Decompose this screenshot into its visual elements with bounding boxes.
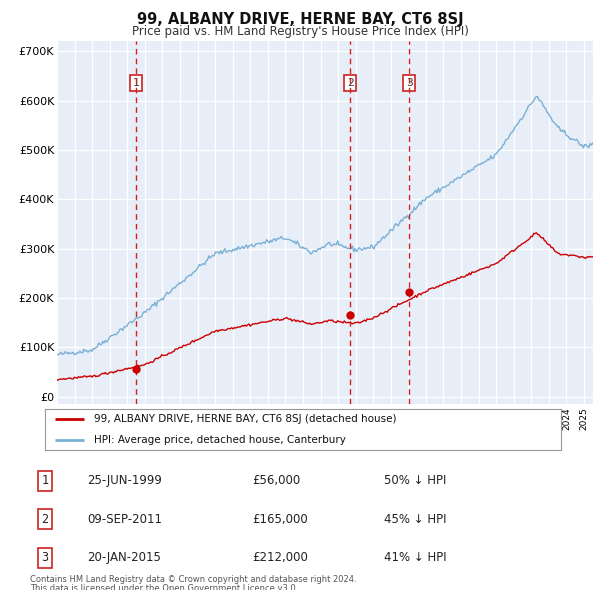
Text: 3: 3 <box>406 78 413 88</box>
Text: 2: 2 <box>347 78 353 88</box>
Text: £56,000: £56,000 <box>252 474 300 487</box>
Text: 45% ↓ HPI: 45% ↓ HPI <box>384 513 446 526</box>
Text: 99, ALBANY DRIVE, HERNE BAY, CT6 8SJ (detached house): 99, ALBANY DRIVE, HERNE BAY, CT6 8SJ (de… <box>94 414 397 424</box>
Text: Price paid vs. HM Land Registry's House Price Index (HPI): Price paid vs. HM Land Registry's House … <box>131 25 469 38</box>
Text: 1: 1 <box>41 474 49 487</box>
Text: Contains HM Land Registry data © Crown copyright and database right 2024.: Contains HM Land Registry data © Crown c… <box>30 575 356 584</box>
Text: 1: 1 <box>133 78 139 88</box>
Text: 41% ↓ HPI: 41% ↓ HPI <box>384 551 446 564</box>
Text: 09-SEP-2011: 09-SEP-2011 <box>87 513 162 526</box>
Text: 50% ↓ HPI: 50% ↓ HPI <box>384 474 446 487</box>
Text: 20-JAN-2015: 20-JAN-2015 <box>87 551 161 564</box>
Text: 25-JUN-1999: 25-JUN-1999 <box>87 474 162 487</box>
Text: This data is licensed under the Open Government Licence v3.0.: This data is licensed under the Open Gov… <box>30 584 298 590</box>
Text: HPI: Average price, detached house, Canterbury: HPI: Average price, detached house, Cant… <box>94 435 346 444</box>
Text: 2: 2 <box>41 513 49 526</box>
Text: £212,000: £212,000 <box>252 551 308 564</box>
Text: 3: 3 <box>41 551 49 564</box>
Text: 99, ALBANY DRIVE, HERNE BAY, CT6 8SJ: 99, ALBANY DRIVE, HERNE BAY, CT6 8SJ <box>137 12 463 27</box>
Text: £165,000: £165,000 <box>252 513 308 526</box>
